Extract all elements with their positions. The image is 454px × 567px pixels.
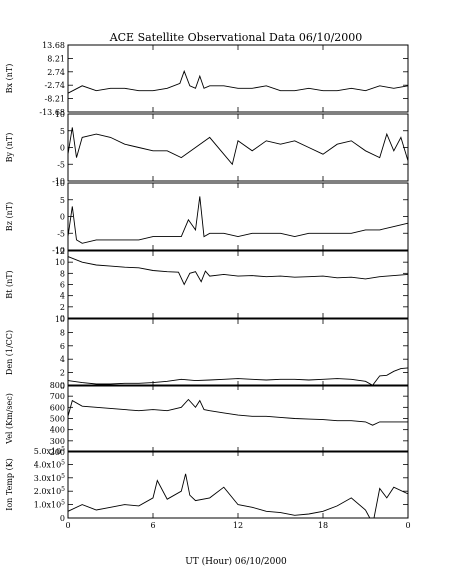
- x-tick-label: 0: [65, 521, 70, 530]
- y-tick-label: 8.21: [47, 54, 65, 63]
- y-tick-label: 400: [50, 426, 65, 435]
- y-tick-label: 8: [60, 328, 65, 337]
- y-tick-label: 4.0x105: [34, 459, 65, 469]
- series-line: [67, 256, 409, 286]
- y-tick-label: -8.21: [44, 95, 65, 104]
- y-tick-label: -10: [52, 246, 65, 255]
- panel-frame: [67, 450, 409, 519]
- series-line: [67, 127, 409, 166]
- panel-frame: [67, 250, 409, 319]
- series-line: [67, 398, 408, 426]
- y-tick-label: 2: [60, 303, 65, 312]
- y-tick-label: 0: [60, 514, 65, 523]
- series-line: [67, 69, 409, 94]
- y-axis-label: Den (1/CC): [5, 330, 14, 375]
- y-tick-label: 6: [60, 342, 65, 351]
- y-tick-label: -2.74: [44, 81, 65, 90]
- y-tick-label: 600: [50, 403, 65, 412]
- y-tick-label: 300: [50, 437, 65, 446]
- figure-title: ACE Satellite Observational Data 06/10/2…: [109, 31, 363, 44]
- series-line: [67, 473, 409, 519]
- panel-2: 10 5 0 -5 -10 By (nT): [5, 110, 409, 186]
- y-tick-label: 4: [60, 355, 65, 364]
- y-tick-label: 8: [60, 269, 65, 278]
- panel-5: 10 8 6 4 2 0 Den (1/CC): [5, 315, 409, 391]
- panel-frame: [67, 113, 409, 182]
- y-tick-label: 10: [55, 258, 65, 267]
- x-tick-label: 6: [150, 521, 155, 530]
- y-tick-label: 0: [60, 213, 65, 222]
- y-tick-label: 5: [60, 127, 65, 136]
- panel-7: 5.0x105 4.0x105 3.0x105 2.0x105 1.0x105 0 Ion …: [5, 446, 409, 523]
- x-axis-label: UT (Hour) 06/10/2000: [185, 556, 287, 567]
- y-tick-label: 5: [60, 196, 65, 205]
- y-tick-label: 4: [60, 292, 65, 301]
- panel-3: 10 5 0 -5 -10 Bz (nT): [5, 179, 409, 255]
- panel-frame: [67, 44, 409, 113]
- y-tick-label: 800: [50, 381, 65, 390]
- y-tick-label: 2: [60, 369, 65, 378]
- y-tick-label: 700: [50, 392, 65, 401]
- panel-6: 800 700 600 500 400 300 200 Vel (Km/sec): [5, 381, 409, 457]
- y-tick-label: 0: [60, 314, 65, 323]
- series-line: [67, 196, 409, 244]
- y-tick-label: -10: [52, 177, 65, 186]
- y-axis-label: Bx (nT): [5, 64, 14, 94]
- y-tick-label: 200: [50, 448, 65, 457]
- x-tick-label: 0: [405, 521, 410, 530]
- y-tick-label: 6: [60, 281, 65, 290]
- y-tick-label: -5: [57, 229, 65, 238]
- y-tick-label: 12: [55, 247, 65, 256]
- y-axis-label: Bt (nT): [5, 270, 14, 298]
- panel-frame: [67, 318, 409, 387]
- y-tick-label: -5: [57, 160, 65, 169]
- y-tick-label: 2.74: [47, 68, 65, 77]
- x-tick-label: 18: [318, 521, 328, 530]
- y-tick-label: 0: [60, 144, 65, 153]
- y-tick-label: -13.68: [39, 108, 65, 117]
- y-tick-label: 500: [50, 415, 65, 424]
- panel-4: 12 10 8 6 4 2 0 Bt (nT): [5, 247, 409, 323]
- y-tick-label: 0: [60, 382, 65, 391]
- y-tick-label: 10: [55, 315, 65, 324]
- y-tick-label: 10: [55, 110, 65, 119]
- y-tick-label: 1.0x105: [34, 500, 65, 510]
- y-tick-label: 2.0x105: [34, 486, 65, 496]
- y-tick-label: 5.0x105: [34, 446, 65, 456]
- y-axis-label: By (nT): [5, 133, 14, 163]
- series-line: [67, 367, 409, 386]
- y-tick-label: 3.0x105: [34, 473, 65, 483]
- y-axis-label: Vel (Km/sec): [5, 393, 14, 445]
- panel-1: 13.68 8.21 2.74 -2.74 -8.21 -13.68 Bx (nT): [5, 41, 409, 117]
- y-axis-label: Ion Temp (K): [5, 458, 14, 511]
- x-tick-label: 12: [233, 521, 243, 530]
- y-tick-label: 10: [55, 179, 65, 188]
- y-tick-label: 13.68: [42, 41, 65, 50]
- panel-frame: [67, 384, 409, 453]
- y-axis-label: Bz (nT): [5, 202, 14, 231]
